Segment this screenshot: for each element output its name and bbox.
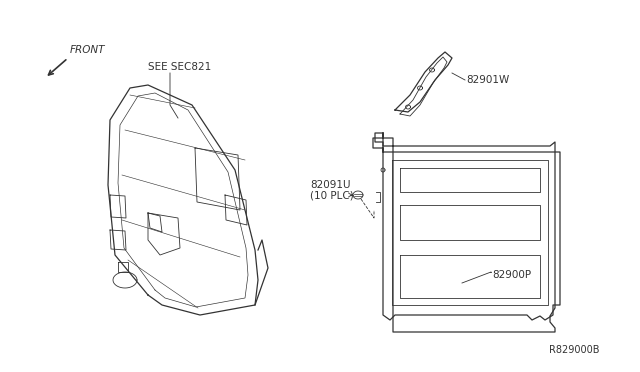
Text: SEE SEC821: SEE SEC821 [148, 62, 211, 72]
Text: (10 PLC): (10 PLC) [310, 190, 354, 200]
Text: 82900P: 82900P [492, 270, 531, 280]
Text: FRONT: FRONT [70, 45, 106, 55]
Text: R829000B: R829000B [550, 345, 600, 355]
Text: 82091U: 82091U [310, 180, 351, 190]
Text: 82901W: 82901W [466, 75, 509, 85]
